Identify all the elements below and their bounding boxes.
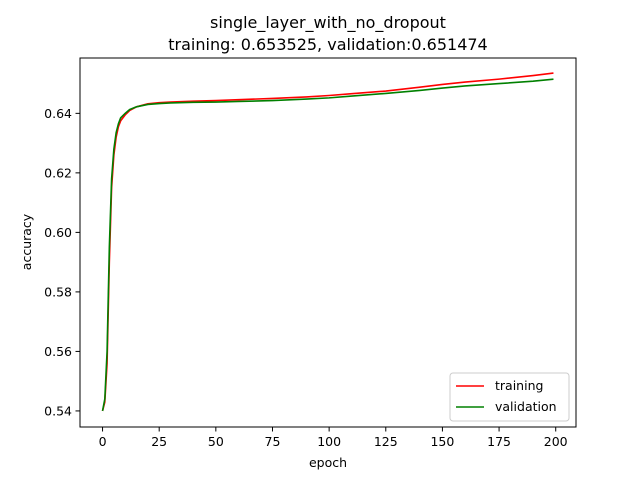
legend-label-validation: validation xyxy=(495,399,557,414)
y-tick-label: 0.64 xyxy=(44,106,72,121)
series-line-validation xyxy=(101,78,554,412)
y-tick-label: 0.58 xyxy=(44,284,72,299)
x-tick-label: 200 xyxy=(544,434,568,449)
legend: training validation xyxy=(449,372,570,422)
y-tick-label: 0.60 xyxy=(44,225,72,240)
x-tick-label: 0 xyxy=(99,434,107,449)
chart-subtitle: training: 0.653525, validation:0.651474 xyxy=(168,35,487,54)
x-tick-label: 75 xyxy=(265,434,281,449)
y-tick-label: 0.56 xyxy=(44,344,72,359)
x-tick-label: 175 xyxy=(487,434,511,449)
x-tick-label: 125 xyxy=(374,434,398,449)
y-axis-label: accuracy xyxy=(19,213,34,270)
series-line-training xyxy=(101,72,554,412)
y-tick-label: 0.54 xyxy=(44,403,72,418)
x-axis-ticks: 0 25 50 75 100 125 150 175 200 xyxy=(99,427,568,449)
x-tick-label: 25 xyxy=(151,434,167,449)
legend-box xyxy=(449,372,570,422)
series-layer xyxy=(101,72,554,412)
y-tick-label: 0.62 xyxy=(44,165,72,180)
x-tick-label: 150 xyxy=(430,434,454,449)
x-axis-label: epoch xyxy=(309,455,347,470)
legend-label-training: training xyxy=(495,378,543,393)
x-tick-label: 50 xyxy=(208,434,224,449)
y-axis-ticks: 0.54 0.56 0.58 0.60 0.62 0.64 xyxy=(44,106,80,418)
chart-title: single_layer_with_no_dropout xyxy=(210,13,446,33)
plot-area-frame xyxy=(79,57,577,428)
x-tick-label: 100 xyxy=(317,434,341,449)
